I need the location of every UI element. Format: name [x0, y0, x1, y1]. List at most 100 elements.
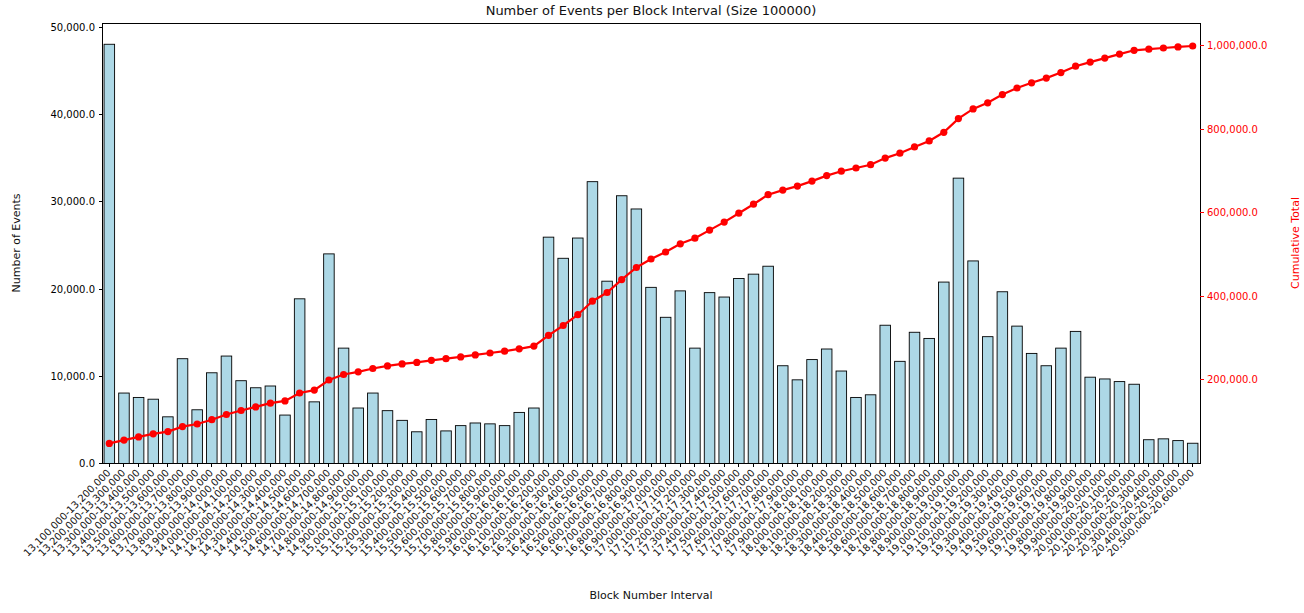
bar — [573, 238, 584, 463]
cumulative-point — [238, 407, 245, 414]
x-axis-ticks: 13,100,000-13,200,00013,200,000-13,300,0… — [21, 464, 1196, 559]
chart-figure: Number of Events per Block Interval (Siz… — [0, 0, 1304, 613]
cumulative-point — [413, 359, 420, 366]
cumulative-point — [1028, 79, 1035, 86]
bar — [1100, 379, 1111, 464]
bar — [309, 402, 320, 464]
bar — [982, 337, 993, 464]
bar — [968, 261, 979, 464]
cumulative-point — [882, 155, 889, 162]
bar — [660, 317, 671, 463]
cumulative-point — [911, 143, 918, 150]
cumulative-point — [1101, 55, 1108, 62]
bar — [807, 360, 818, 464]
bar — [411, 432, 422, 464]
bar — [631, 209, 642, 464]
bar — [192, 410, 203, 464]
cumulative-point — [1145, 46, 1152, 53]
cumulative-point — [267, 400, 274, 407]
bar — [734, 279, 745, 464]
bar — [763, 266, 774, 463]
cumulative-point — [179, 423, 186, 430]
bar — [426, 419, 437, 463]
cumulative-point — [486, 349, 493, 356]
cumulative-point — [120, 437, 127, 444]
right-tick-label: 200,000.0 — [1207, 374, 1258, 385]
cumulative-point — [325, 376, 332, 383]
bar — [368, 393, 379, 463]
bar — [997, 292, 1008, 464]
cumulative-point — [384, 362, 391, 369]
bar — [1041, 366, 1052, 464]
left-axis-ticks: 0.010,000.020,000.030,000.040,000.050,00… — [50, 22, 102, 469]
cumulative-point — [1116, 51, 1123, 58]
bar — [543, 237, 554, 463]
bar — [1114, 382, 1125, 464]
right-axis-ticks: 200,000.0400,000.0600,000.0800,000.01,00… — [1200, 40, 1267, 385]
bar — [529, 408, 540, 463]
cumulative-point — [750, 201, 757, 208]
bar — [353, 408, 364, 463]
bar — [382, 411, 393, 464]
bar — [455, 426, 466, 464]
bar — [163, 417, 174, 464]
left-tick-label: 10,000.0 — [50, 371, 95, 382]
bar — [324, 254, 335, 464]
bar — [836, 371, 847, 463]
bar — [1173, 441, 1184, 464]
cumulative-point — [852, 164, 859, 171]
right-tick-label: 1,000,000.0 — [1207, 40, 1267, 51]
cumulative-point — [867, 161, 874, 168]
bar — [792, 380, 803, 464]
bar — [499, 426, 510, 464]
bar — [865, 395, 876, 464]
bar — [939, 282, 950, 463]
bar — [177, 359, 188, 464]
cumulative-point — [896, 150, 903, 157]
cumulative-point — [296, 389, 303, 396]
bar — [748, 274, 759, 463]
cumulative-point — [1057, 69, 1064, 76]
cumulative-point — [633, 264, 640, 271]
left-tick-label: 50,000.0 — [50, 22, 95, 33]
cumulative-point — [984, 99, 991, 106]
cumulative-point — [1072, 63, 1079, 70]
bar — [558, 258, 569, 463]
cumulative-point — [560, 322, 567, 329]
cumulative-point — [516, 345, 523, 352]
cumulative-point — [999, 91, 1006, 98]
bar — [1158, 439, 1169, 464]
cumulative-point — [369, 365, 376, 372]
cumulative-point — [1160, 44, 1167, 51]
cumulative-point — [926, 137, 933, 144]
bar — [250, 388, 261, 464]
cumulative-point — [135, 433, 142, 440]
bar — [646, 287, 657, 463]
cumulative-point — [150, 430, 157, 437]
bar — [880, 325, 891, 463]
cumulative-point — [808, 178, 815, 185]
bar — [602, 281, 613, 463]
cumulative-point — [1131, 47, 1138, 54]
cumulative-point — [442, 355, 449, 362]
cumulative-point — [208, 416, 215, 423]
bar — [133, 397, 144, 463]
cumulative-point — [1087, 59, 1094, 66]
bar — [104, 44, 115, 463]
cumulative-point — [765, 191, 772, 198]
bar — [1026, 353, 1037, 463]
cumulative-point — [355, 368, 362, 375]
right-tick-label: 800,000.0 — [1207, 124, 1258, 135]
bar — [221, 356, 232, 463]
cumulative-point — [281, 397, 288, 404]
cumulative-point — [501, 348, 508, 355]
bar — [441, 431, 452, 464]
left-tick-label: 20,000.0 — [50, 284, 95, 295]
bar — [294, 299, 305, 464]
bar — [1085, 377, 1096, 463]
bar — [236, 381, 247, 464]
cumulative-point — [589, 298, 596, 305]
cumulative-point — [618, 276, 625, 283]
bar — [1012, 326, 1023, 463]
cumulative-point — [164, 428, 171, 435]
